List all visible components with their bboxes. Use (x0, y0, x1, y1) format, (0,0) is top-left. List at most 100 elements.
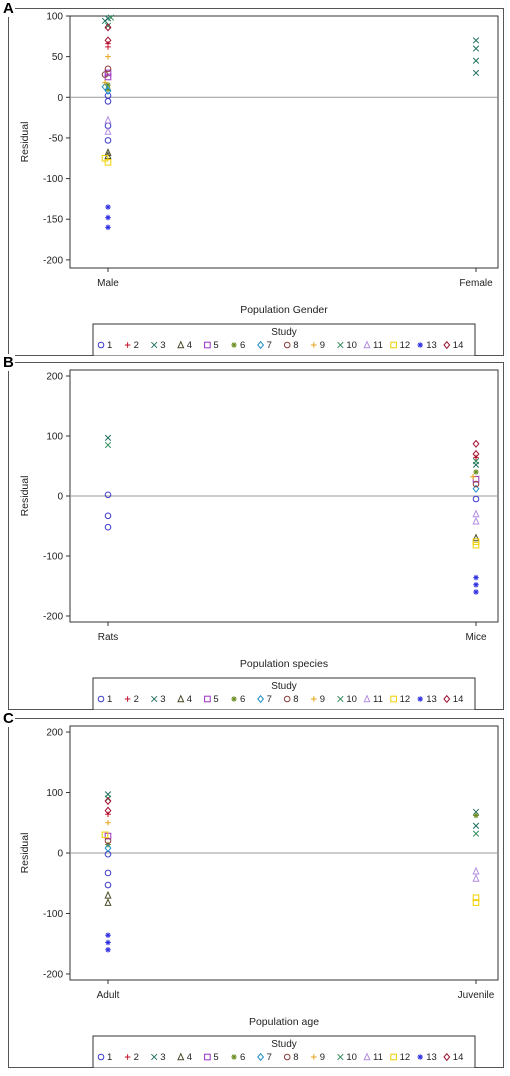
legend-label: 3 (160, 340, 165, 351)
legend-label: 6 (240, 694, 245, 705)
legend-marker-12 (390, 1053, 397, 1061)
legend-marker-9 (311, 696, 317, 702)
data-point-study-1 (104, 98, 112, 105)
data-point-study-13 (473, 574, 479, 581)
data-point-study-10 (472, 830, 480, 837)
data-point-study-4 (104, 890, 112, 899)
x-axis-label: Population age (249, 1016, 319, 1028)
legend-marker-12 (390, 695, 397, 703)
y-tick-label: -200 (43, 255, 63, 266)
legend-label: 11 (373, 1052, 383, 1063)
legend-marker-6 (231, 696, 237, 702)
data-point-study-13 (105, 214, 111, 221)
legend-marker-8 (283, 695, 291, 703)
legend-marker-13 (417, 342, 423, 348)
legend-marker-7 (257, 694, 265, 704)
data-point-study-11 (472, 873, 480, 882)
y-tick-label: -100 (43, 552, 63, 563)
legend-box (92, 677, 476, 710)
data-point-study-1 (472, 495, 480, 503)
y-tick-label: 0 (57, 849, 63, 860)
data-point-study-13 (105, 939, 111, 946)
chart-b: -200 -100 0 100 200 Rats Mice Population specie… (19, 369, 499, 710)
data-point-study-11 (104, 115, 112, 124)
y-tick-label: 200 (46, 372, 63, 383)
plot-frame (69, 15, 499, 269)
data-point-study-9 (470, 474, 476, 480)
data-point-study-10 (107, 14, 115, 21)
data-point-study-1 (104, 92, 112, 99)
legend-label: 9 (320, 340, 325, 351)
data-point-study-13 (105, 224, 111, 231)
legend-label: 4 (187, 340, 192, 351)
data-point-study-10 (104, 22, 112, 29)
legend-marker-14 (443, 1052, 451, 1062)
legend-label: 4 (187, 694, 192, 705)
data-point-study-1 (104, 869, 112, 877)
y-tick-label: -150 (43, 215, 63, 226)
panel-b: B -200 -100 0 100 200 Rats Mice Population spec… (2, 354, 508, 710)
x-tick-label: Female (459, 278, 493, 289)
legend-marker-11 (363, 694, 371, 703)
y-tick-label: 100 (46, 788, 63, 799)
data-point-study-13 (473, 589, 479, 595)
data-point-study-4 (472, 533, 480, 542)
legend-label: 14 (453, 694, 464, 705)
data-point-study-12 (101, 831, 109, 839)
y-tick-label: -200 (43, 612, 63, 623)
legend-marker-10 (337, 341, 344, 349)
legend-label: 6 (240, 340, 245, 351)
legend-marker-12 (390, 341, 397, 349)
panel-a-letter: A (2, 0, 15, 17)
chart-c: -200 -100 0 100 200 Adult Juvenile Population a… (19, 725, 499, 1068)
legend-label: 14 (453, 1052, 464, 1063)
legend-label: 10 (346, 340, 357, 351)
data-point-study-13 (473, 582, 479, 588)
x-tick-label: Rats (98, 632, 119, 643)
legend-label: 12 (400, 340, 411, 351)
y-tick-label: 0 (57, 492, 63, 503)
legend-label: 13 (426, 694, 437, 705)
legend-label: 7 (267, 340, 272, 351)
legend-marker-4 (177, 694, 185, 703)
legend-label: 5 (213, 1052, 218, 1063)
legend-title: Study (271, 327, 297, 338)
data-point-study-13 (105, 932, 111, 939)
data-point-study-1 (104, 523, 112, 531)
legend-label: 9 (320, 1052, 325, 1063)
legend-label: 13 (426, 1052, 437, 1063)
data-point-study-13 (105, 946, 111, 953)
legend-marker-5 (204, 1053, 211, 1061)
data-point-study-8 (104, 65, 112, 73)
legend-label: 9 (320, 694, 325, 705)
y-tick-label: 50 (52, 52, 64, 63)
data-point-study-10 (472, 458, 480, 465)
data-point-study-3 (472, 69, 480, 77)
legend-marker-3 (151, 1053, 158, 1061)
legend-label: 8 (293, 694, 298, 705)
legend-label: 7 (267, 694, 272, 705)
legend-marker-4 (177, 340, 185, 349)
data-point-study-3 (472, 37, 480, 44)
legend-label: 2 (134, 694, 139, 705)
legend-marker-1 (97, 1053, 105, 1061)
legend-label: 1 (107, 340, 112, 351)
panel-a: A -200 -150 -100 -50 0 50 100 Male Female Populat… (2, 0, 508, 356)
legend-marker-10 (337, 1053, 344, 1061)
legend-label: 3 (160, 694, 165, 705)
y-axis-label: Residual (19, 476, 31, 517)
legend-marker-1 (97, 341, 105, 349)
data-point-study-10 (104, 441, 112, 449)
legend-marker-9 (311, 1054, 317, 1060)
legend-box (92, 1035, 476, 1068)
legend-label: 2 (134, 340, 139, 351)
data-point-study-1 (104, 881, 112, 889)
legend-label: 8 (293, 1052, 298, 1063)
y-tick-label: 100 (46, 432, 63, 443)
panel-b-letter: B (2, 354, 15, 371)
data-point-study-11 (472, 516, 480, 525)
legend-title: Study (271, 1039, 297, 1050)
legend-marker-2 (124, 342, 131, 348)
legend-marker-14 (443, 340, 451, 350)
data-point-study-1 (104, 137, 112, 144)
